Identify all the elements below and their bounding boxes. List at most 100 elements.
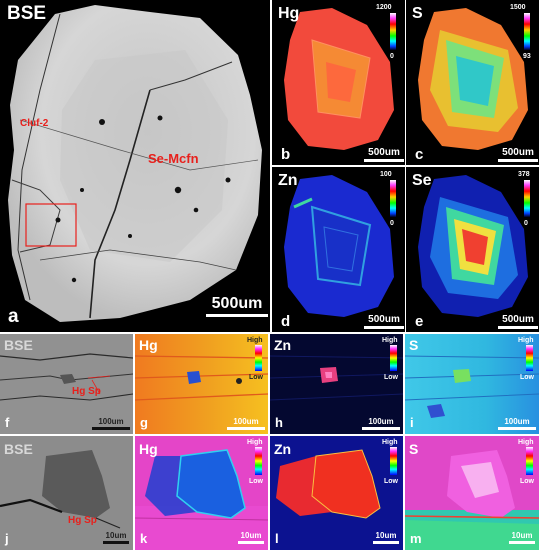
panel-a-element-label: BSE [7, 3, 47, 24]
panel-e-se-map: Se 378 0 e 500um [406, 167, 539, 332]
panel-e-cmax: 378 [518, 171, 530, 178]
panel-k-colorbar [255, 447, 262, 475]
panel-b-cmax: 1200 [376, 4, 392, 11]
panel-i-element-label: S [409, 337, 419, 353]
panel-e-scalebar: 500um [498, 315, 538, 329]
panel-h-letter: h [275, 415, 283, 430]
panel-m-colorbar [526, 447, 533, 475]
panel-j-mineral-label: Hg Sp [68, 515, 97, 526]
panel-d-letter: d [281, 313, 291, 330]
panel-e-colorbar [524, 180, 530, 217]
panel-i-high: High [518, 337, 534, 344]
panel-g-low: Low [249, 374, 263, 381]
panel-m-scalebar: 10um [509, 532, 535, 544]
panel-a-label-cluf: Cluf-2 [20, 118, 49, 129]
panel-l-scale-text: 10um [375, 531, 397, 540]
panel-f-scale-text: 100um [98, 417, 124, 426]
panel-h-zn: Zn High Low h 100um [270, 334, 403, 434]
panel-d-element-label: Zn [278, 172, 298, 189]
panel-m-letter: m [410, 531, 422, 546]
panel-g-scalebar: 100um [227, 418, 265, 430]
panel-b-hg-map: Hg 1200 0 b 500um [272, 0, 405, 165]
panel-g-letter: g [140, 415, 148, 430]
panel-c-s-map: S 1500 93 c 500um [406, 0, 539, 165]
panel-a-bse-overview: BSE Cluf-2 Se-Mcfn a 500um [0, 0, 270, 332]
hg-closeup-map [135, 436, 268, 550]
panel-m-high: High [518, 439, 534, 446]
panel-i-colorbar [526, 345, 533, 371]
panel-l-high: High [382, 439, 398, 446]
panel-a-letter: a [8, 306, 19, 327]
panel-c-scalebar: 500um [498, 148, 538, 162]
panel-b-colorbar [390, 13, 396, 50]
panel-h-scalebar: 100um [362, 418, 400, 430]
panel-g-hg: Hg High Low g 100um [135, 334, 268, 434]
zn-detail-map [270, 334, 403, 434]
panel-m-low: Low [520, 478, 534, 485]
panel-g-element-label: Hg [139, 337, 158, 353]
panel-k-element-label: Hg [139, 441, 158, 457]
panel-f-scalebar: 100um [92, 418, 130, 430]
panel-j-element-label: BSE [4, 441, 33, 457]
panel-c-element-label: S [412, 5, 423, 22]
panel-k-high: High [247, 439, 263, 446]
panel-c-scale-text: 500um [502, 147, 534, 158]
panel-k-hg: Hg High Low k 10um [135, 436, 268, 550]
panel-b-letter: b [281, 146, 291, 163]
panel-h-colorbar [390, 345, 397, 371]
panel-e-element-label: Se [412, 172, 432, 189]
panel-e-cmin: 0 [524, 220, 528, 227]
panel-i-letter: i [410, 415, 414, 430]
zn-closeup-map [270, 436, 403, 550]
panel-d-cmax: 100 [380, 171, 392, 178]
panel-f-element-label: BSE [4, 337, 33, 353]
panel-j-scalebar: 10um [103, 532, 129, 544]
panel-l-low: Low [384, 478, 398, 485]
se-map-image [406, 167, 539, 332]
panel-g-high: High [247, 337, 263, 344]
panel-j-bse: BSE Hg Sp j 10um [0, 436, 133, 550]
panel-k-scalebar: 10um [238, 532, 264, 544]
panel-m-scale-text: 10um [511, 531, 533, 540]
panel-a-scalebar: 500um [206, 296, 268, 317]
panel-k-low: Low [249, 478, 263, 485]
panel-i-low: Low [520, 374, 534, 381]
panel-l-scalebar: 10um [373, 532, 399, 544]
panel-d-scale-text: 500um [368, 314, 400, 325]
panel-d-scalebar: 500um [364, 315, 404, 329]
panel-l-element-label: Zn [274, 441, 292, 457]
panel-e-letter: e [415, 313, 424, 330]
hg-map-image [272, 0, 405, 165]
panel-c-letter: c [415, 146, 424, 163]
panel-b-cmin: 0 [390, 53, 394, 60]
panel-k-scale-text: 10um [240, 531, 262, 540]
panel-a-scale-text: 500um [211, 295, 263, 312]
panel-k-letter: k [140, 531, 148, 546]
panel-c-cmax: 1500 [510, 4, 526, 11]
panel-d-colorbar [390, 180, 396, 217]
panel-f-bse: BSE Hg Sp f 100um [0, 334, 133, 434]
panel-b-scale-text: 500um [368, 147, 400, 158]
s-detail-map [405, 334, 539, 434]
panel-b-scalebar: 500um [364, 148, 404, 162]
panel-h-element-label: Zn [274, 337, 292, 353]
panel-g-colorbar [255, 345, 262, 371]
panel-h-high: High [382, 337, 398, 344]
panel-l-letter: l [275, 531, 279, 546]
panel-c-cmin: 93 [523, 53, 531, 60]
panel-a-label-se-mcfn: Se-Mcfn [148, 151, 199, 166]
panel-f-mineral-label: Hg Sp [72, 386, 101, 397]
bse-detail-image [0, 334, 133, 434]
zn-map-image [272, 167, 405, 332]
panel-j-scale-text: 10um [105, 531, 127, 540]
bse-crystal-image [0, 0, 270, 332]
hg-detail-map [135, 334, 268, 434]
panel-l-colorbar [390, 447, 397, 475]
panel-i-scale-text: 100um [504, 417, 530, 426]
bse-closeup-image [0, 436, 133, 550]
panel-e-scale-text: 500um [502, 314, 534, 325]
panel-d-cmin: 0 [390, 220, 394, 227]
panel-f-letter: f [5, 415, 10, 430]
panel-c-colorbar [524, 13, 530, 50]
panel-l-zn: Zn High Low l 10um [270, 436, 403, 550]
